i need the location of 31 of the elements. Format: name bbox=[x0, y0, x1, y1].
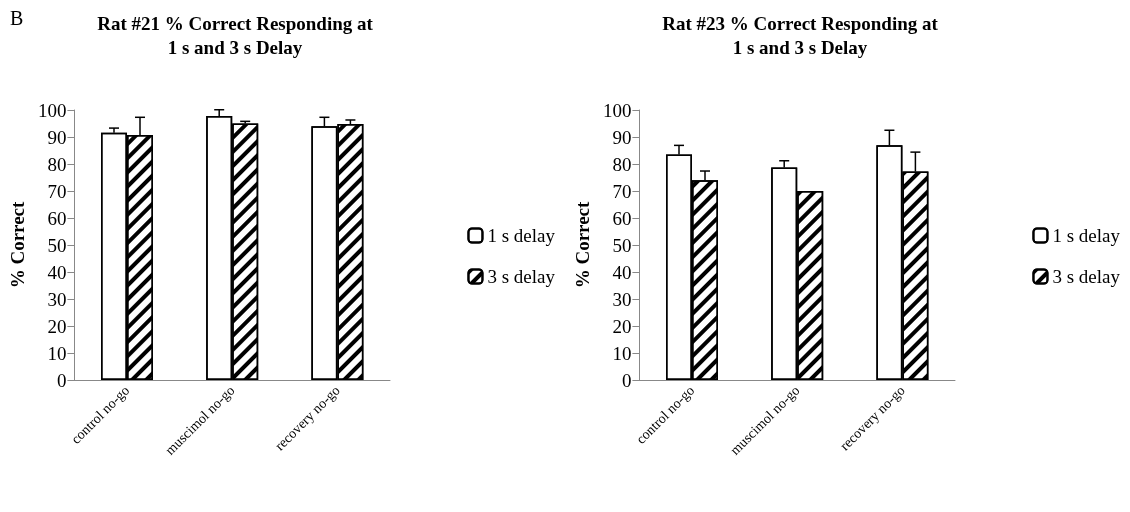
y-tick-label: 40 bbox=[47, 261, 67, 283]
y-tick-label: 60 bbox=[612, 207, 632, 229]
chart-title: Rat #21 % Correct Responding at 1 s and 3 s Delay bbox=[97, 12, 374, 58]
legend-label: 1 s delay bbox=[487, 225, 556, 246]
y-tick-label: 100 bbox=[602, 99, 632, 121]
y-tick-label: 20 bbox=[47, 315, 67, 337]
legend-label: 1 s delay bbox=[1052, 225, 1121, 246]
y-axis-title: % Correct bbox=[572, 200, 593, 289]
y-axis-title: % Correct bbox=[7, 200, 28, 289]
y-tick-label: 0 bbox=[56, 369, 67, 391]
y-tick-label: 70 bbox=[612, 180, 632, 202]
y-tick-label: 30 bbox=[47, 288, 67, 310]
y-tick-label: 90 bbox=[47, 126, 67, 148]
y-tick-label: 40 bbox=[612, 261, 632, 283]
y-tick-label: 60 bbox=[47, 207, 67, 229]
y-tick-label: 70 bbox=[47, 180, 67, 202]
y-tick-label: 10 bbox=[47, 342, 67, 364]
y-tick-label: 50 bbox=[612, 234, 632, 256]
y-tick-label: 30 bbox=[612, 288, 632, 310]
chart-title: Rat #23 % Correct Responding at 1 s and 3 s Delay bbox=[662, 12, 939, 58]
y-tick-label: 80 bbox=[47, 153, 67, 175]
y-tick-label: 0 bbox=[621, 369, 632, 391]
legend-label: 3 s delay bbox=[1052, 266, 1121, 287]
y-tick-label: 80 bbox=[612, 153, 632, 175]
text: B bbox=[10, 7, 24, 29]
y-tick-label: 100 bbox=[37, 99, 67, 121]
y-tick-label: 50 bbox=[47, 234, 67, 256]
y-tick-label: 10 bbox=[612, 342, 632, 364]
y-tick-label: 20 bbox=[612, 315, 632, 337]
y-tick-label: 90 bbox=[612, 126, 632, 148]
legend-label: 3 s delay bbox=[487, 266, 556, 287]
